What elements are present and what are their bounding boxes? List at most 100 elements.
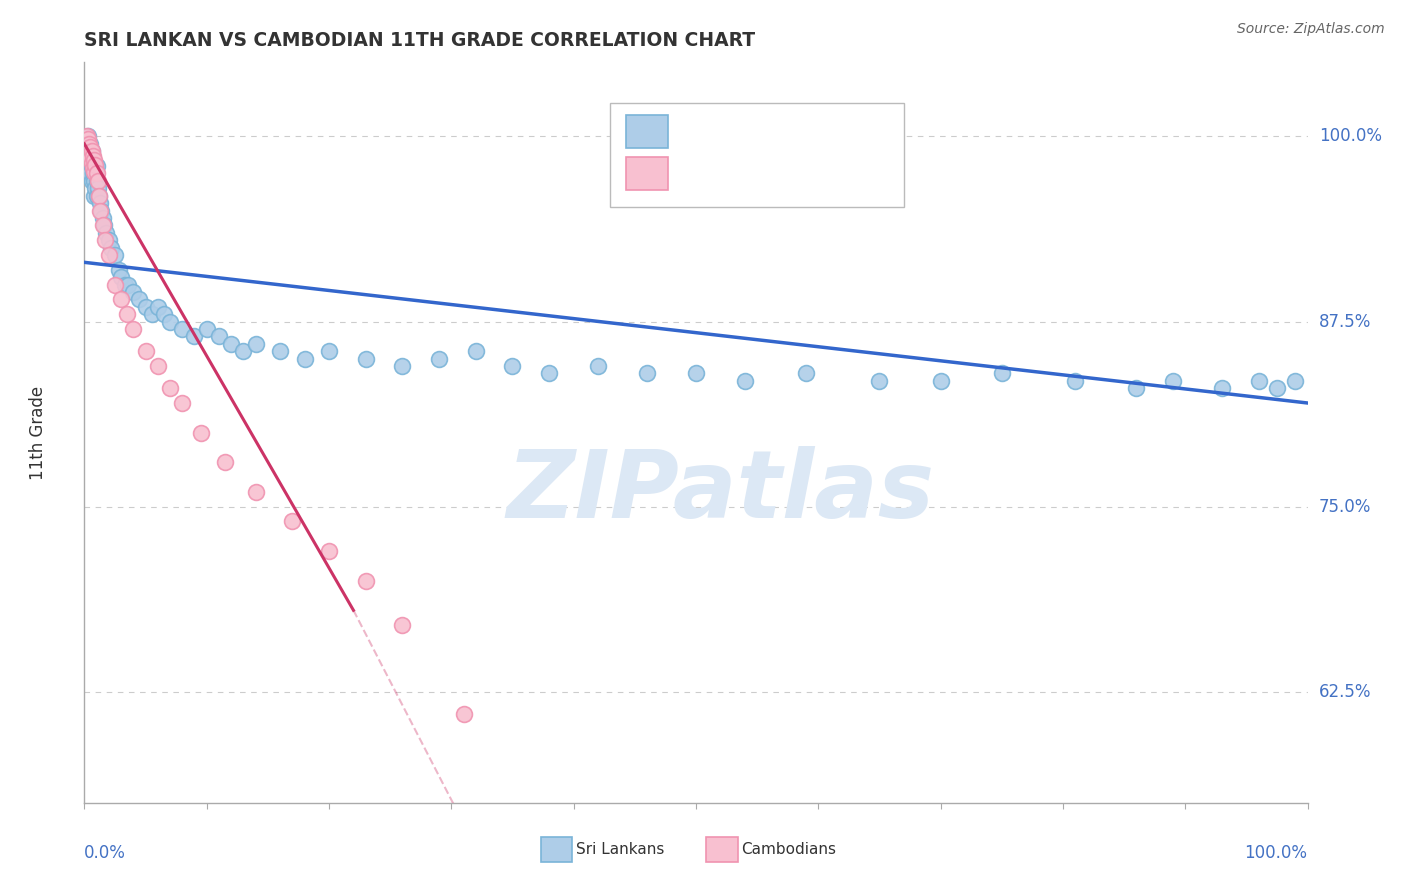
Point	[1211, 381, 1233, 395]
Point	[80, 145, 103, 159]
Point	[77, 136, 100, 151]
Point	[82, 161, 104, 175]
Point	[79, 152, 101, 166]
Point	[110, 293, 132, 307]
Point	[281, 515, 304, 529]
Point	[219, 336, 242, 351]
Point	[128, 293, 150, 307]
Point	[245, 484, 267, 499]
Point	[195, 322, 218, 336]
FancyBboxPatch shape	[706, 837, 738, 862]
Point	[83, 174, 105, 188]
Point	[77, 145, 100, 159]
Point	[91, 211, 114, 225]
Point	[294, 351, 316, 366]
Point	[87, 188, 110, 202]
Point	[391, 618, 413, 632]
Text: N = 38: N = 38	[806, 164, 869, 183]
Point	[146, 300, 169, 314]
Point	[79, 152, 101, 166]
Point	[1247, 374, 1270, 388]
Point	[354, 351, 377, 366]
FancyBboxPatch shape	[626, 115, 668, 147]
Point	[104, 277, 127, 292]
Point	[135, 344, 157, 359]
Text: 100.0%: 100.0%	[1319, 128, 1382, 145]
Point	[636, 367, 658, 381]
Text: R =  -0.695: R = -0.695	[675, 164, 769, 183]
Point	[117, 277, 139, 292]
Text: Sri Lankans: Sri Lankans	[576, 842, 665, 857]
Point	[83, 188, 105, 202]
Point	[318, 544, 340, 558]
Point	[214, 455, 236, 469]
Text: 62.5%: 62.5%	[1319, 682, 1371, 701]
Point	[77, 132, 100, 146]
Point	[80, 159, 103, 173]
Point	[991, 367, 1014, 381]
Point	[141, 307, 163, 321]
Point	[190, 425, 212, 440]
Point	[1064, 374, 1087, 388]
Point	[538, 367, 561, 381]
Point	[76, 145, 98, 159]
Text: 87.5%: 87.5%	[1319, 312, 1371, 331]
Point	[90, 203, 112, 218]
Point	[87, 174, 110, 188]
Text: Cambodians: Cambodians	[741, 842, 837, 857]
Text: R =  -0.157: R = -0.157	[675, 122, 769, 140]
Point	[464, 344, 486, 359]
Point	[77, 159, 100, 173]
Point	[77, 136, 100, 151]
Point	[208, 329, 231, 343]
Point	[82, 152, 104, 166]
Point	[122, 285, 145, 299]
Point	[318, 344, 340, 359]
Point	[502, 359, 524, 373]
Point	[87, 181, 110, 195]
Point	[80, 174, 103, 188]
Text: 0.0%: 0.0%	[84, 844, 127, 862]
Point	[794, 367, 817, 381]
Point	[172, 396, 194, 410]
Point	[80, 156, 103, 170]
Point	[115, 307, 138, 321]
Point	[159, 315, 181, 329]
Point	[83, 159, 105, 173]
Point	[110, 270, 132, 285]
Point	[94, 233, 117, 247]
Point	[97, 233, 120, 247]
Point	[93, 219, 115, 233]
Point	[114, 277, 136, 292]
Point	[107, 262, 129, 277]
Point	[1265, 381, 1288, 395]
Point	[183, 329, 205, 343]
FancyBboxPatch shape	[610, 103, 904, 207]
Point	[89, 196, 111, 211]
Point	[86, 188, 108, 202]
Point	[135, 300, 157, 314]
Text: ZIPatlas: ZIPatlas	[506, 446, 935, 538]
Point	[1284, 374, 1306, 388]
FancyBboxPatch shape	[541, 837, 572, 862]
Point	[76, 136, 98, 151]
Point	[77, 141, 100, 155]
Point	[86, 166, 108, 180]
Point	[87, 188, 110, 202]
Text: SRI LANKAN VS CAMBODIAN 11TH GRADE CORRELATION CHART: SRI LANKAN VS CAMBODIAN 11TH GRADE CORRE…	[84, 30, 755, 50]
Point	[232, 344, 254, 359]
Point	[453, 706, 475, 721]
Point	[86, 174, 108, 188]
Point	[80, 145, 103, 159]
Point	[97, 248, 120, 262]
Point	[79, 140, 101, 154]
Point	[83, 153, 105, 168]
Point	[84, 181, 107, 195]
Text: 11th Grade: 11th Grade	[30, 385, 46, 480]
Text: 75.0%: 75.0%	[1319, 498, 1371, 516]
Point	[86, 159, 108, 173]
Point	[83, 165, 105, 179]
Point	[84, 158, 107, 172]
Point	[427, 351, 450, 366]
Point	[76, 129, 98, 144]
